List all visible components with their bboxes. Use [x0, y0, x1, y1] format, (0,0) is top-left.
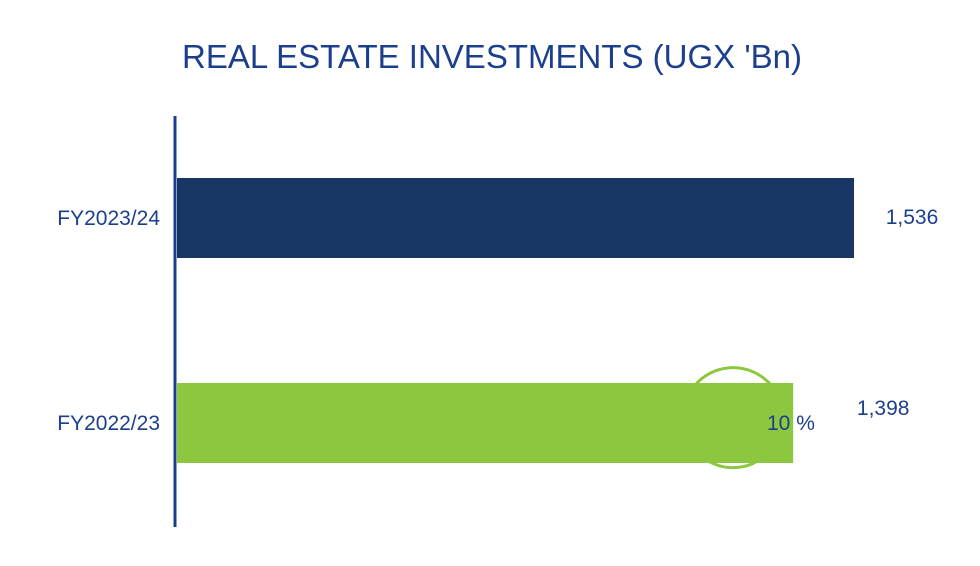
bar-1: [177, 383, 794, 463]
bars-group: FY2023/24 1,536 FY2022/23 1,398: [57, 178, 938, 463]
growth-circle-icon: [681, 366, 785, 470]
value-label-1: 1,398: [857, 397, 910, 420]
category-label-0: FY2023/24: [57, 207, 160, 230]
growth-indicator: 10 %: [681, 366, 815, 470]
value-label-0: 1,536: [886, 206, 939, 229]
category-label-1: FY2022/23: [57, 412, 160, 435]
chart-title: REAL ESTATE INVESTMENTS (UGX 'Bn): [182, 38, 802, 75]
bar-0: [177, 178, 854, 258]
growth-label: 10 %: [767, 412, 815, 435]
up-arrow-icon: [717, 396, 751, 439]
